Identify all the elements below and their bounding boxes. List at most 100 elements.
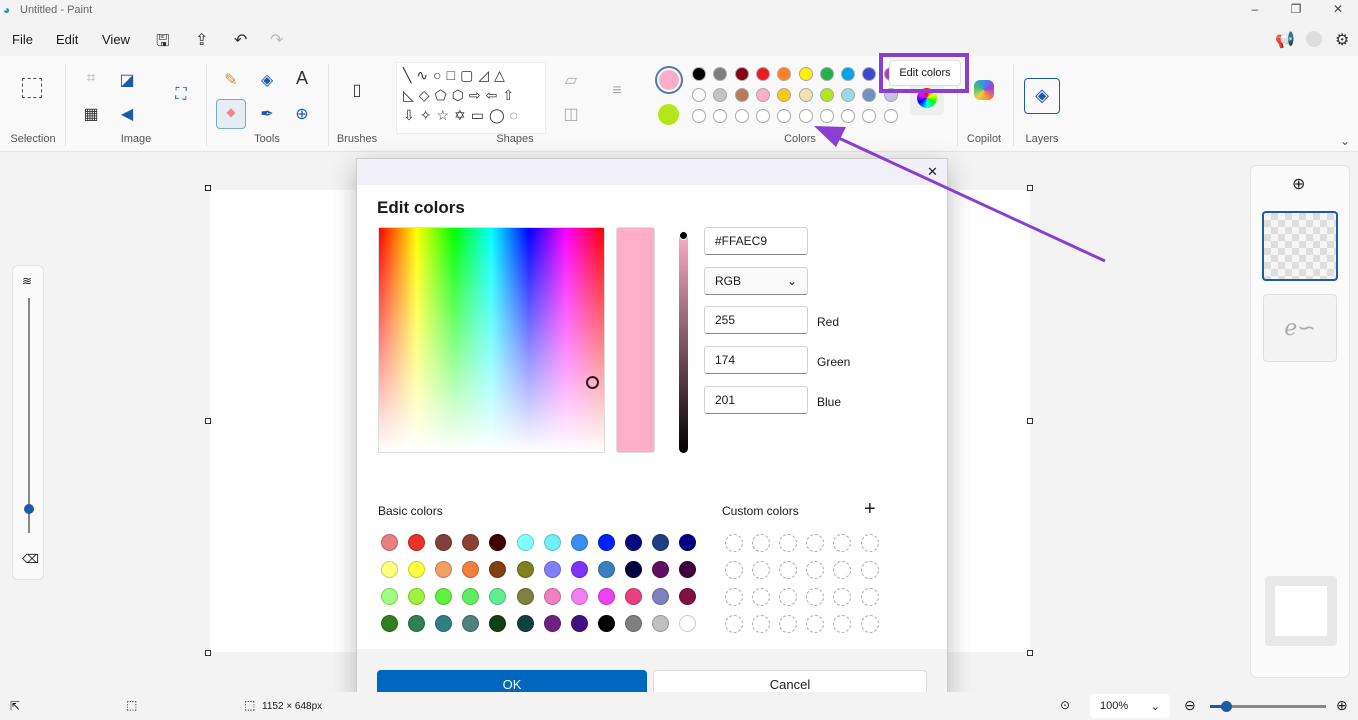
eraser-mode-icon[interactable]: ⌫ <box>22 552 39 566</box>
redo-icon[interactable]: ↷ <box>270 32 284 49</box>
color1-selector[interactable] <box>655 66 683 94</box>
custom-color-slot[interactable] <box>860 534 879 552</box>
empty-palette-slot[interactable] <box>841 109 856 123</box>
empty-palette-slot[interactable] <box>819 109 834 123</box>
zoom-slider-thumb[interactable] <box>1221 701 1232 712</box>
basic-color-swatch[interactable] <box>679 615 697 632</box>
basic-color-swatch[interactable] <box>624 561 642 578</box>
custom-color-slot[interactable] <box>752 534 771 552</box>
basic-color-swatch[interactable] <box>489 561 507 578</box>
shape-fill-icon[interactable]: ◫ <box>563 106 579 123</box>
basic-color-swatch[interactable] <box>597 588 615 605</box>
palette-swatch[interactable] <box>819 88 834 102</box>
canvas-resize-handle[interactable] <box>205 650 211 656</box>
custom-color-slot[interactable] <box>806 588 825 606</box>
empty-palette-slot[interactable] <box>692 109 706 123</box>
account-avatar[interactable] <box>1306 31 1322 47</box>
canvas-resize-handle[interactable] <box>205 185 211 191</box>
layers-button[interactable]: ◈ <box>1024 78 1060 114</box>
basic-color-swatch[interactable] <box>652 588 669 605</box>
basic-color-swatch[interactable] <box>408 561 426 578</box>
palette-swatch[interactable] <box>841 88 856 102</box>
outline-icon[interactable]: ▱ <box>564 72 578 89</box>
basic-color-swatch[interactable] <box>516 561 534 578</box>
magnifier-icon[interactable]: ⊕ <box>295 106 309 123</box>
basic-color-swatch[interactable] <box>624 588 642 605</box>
size-slider-track[interactable] <box>28 298 30 533</box>
basic-color-swatch[interactable] <box>435 534 453 551</box>
add-custom-color-button[interactable]: + <box>864 498 876 520</box>
zoom-out-icon[interactable]: ⊖ <box>1184 697 1196 713</box>
custom-color-slot[interactable] <box>860 561 879 579</box>
custom-color-slot[interactable] <box>752 615 771 633</box>
edit-colors-button[interactable] <box>910 81 944 115</box>
custom-color-slot[interactable] <box>833 534 852 552</box>
dialog-close-button[interactable]: ✕ <box>927 164 938 179</box>
custom-color-slot[interactable] <box>725 588 743 606</box>
pencil-icon[interactable]: ✎ <box>224 72 238 89</box>
basic-color-swatch[interactable] <box>652 561 669 578</box>
basic-color-swatch[interactable] <box>489 534 507 551</box>
custom-color-slot[interactable] <box>860 615 879 633</box>
basic-color-swatch[interactable] <box>408 615 426 632</box>
basic-color-swatch[interactable] <box>543 534 561 551</box>
basic-color-swatch[interactable] <box>679 534 697 551</box>
basic-color-swatch[interactable] <box>652 615 669 632</box>
fill-bucket-icon[interactable]: ◈ <box>260 72 274 89</box>
hex-input[interactable]: #FFAEC9 <box>704 227 808 255</box>
empty-palette-slot[interactable] <box>798 109 813 123</box>
menu-view[interactable]: View <box>102 32 130 47</box>
custom-color-slot[interactable] <box>806 615 825 633</box>
minimize-button[interactable]: – <box>1251 2 1259 16</box>
text-icon[interactable]: A <box>295 68 308 88</box>
palette-swatch[interactable] <box>755 88 770 102</box>
basic-color-swatch[interactable] <box>624 615 642 632</box>
basic-color-swatch[interactable] <box>408 534 426 551</box>
basic-color-swatch[interactable] <box>381 588 398 605</box>
basic-color-swatch[interactable] <box>462 561 480 578</box>
canvas-resize-handle[interactable] <box>205 418 211 424</box>
eraser-tool-button[interactable]: ◆ <box>216 99 246 129</box>
basic-color-swatch[interactable] <box>597 561 615 578</box>
basic-color-swatch[interactable] <box>462 534 480 551</box>
custom-color-slot[interactable] <box>779 588 798 606</box>
palette-swatch[interactable] <box>777 67 792 81</box>
basic-color-swatch[interactable] <box>679 561 697 578</box>
crop-icon[interactable]: ⌗ <box>86 70 96 87</box>
shapes-gallery[interactable]: ╲∿○□▢◿△ ◺◇⬠⬡⇨⇦⇧ ⇩✧☆✡▭◯◌ <box>396 62 546 134</box>
basic-color-swatch[interactable] <box>516 534 534 551</box>
basic-color-swatch[interactable] <box>516 615 534 632</box>
size-slider-thumb[interactable] <box>24 504 34 514</box>
custom-color-slot[interactable] <box>833 615 852 633</box>
basic-color-swatch[interactable] <box>652 534 669 551</box>
basic-color-swatch[interactable] <box>543 615 561 632</box>
basic-color-swatch[interactable] <box>462 588 480 605</box>
custom-color-slot[interactable] <box>779 534 798 552</box>
zoom-in-icon[interactable]: ⊕ <box>1336 697 1348 713</box>
color-spectrum[interactable] <box>378 227 605 453</box>
blue-input[interactable]: 201 <box>704 386 808 414</box>
palette-swatch[interactable] <box>819 67 834 81</box>
basic-color-swatch[interactable] <box>597 615 615 632</box>
empty-palette-slot[interactable] <box>713 109 728 123</box>
color2-selector[interactable] <box>658 104 679 125</box>
custom-color-slot[interactable] <box>752 588 771 606</box>
basic-color-swatch[interactable] <box>570 588 588 605</box>
custom-color-slot[interactable] <box>860 588 879 606</box>
save-icon[interactable]: 🖫 <box>156 33 170 50</box>
palette-swatch[interactable] <box>713 88 728 102</box>
empty-palette-slot[interactable] <box>755 109 770 123</box>
palette-swatch[interactable] <box>734 88 749 102</box>
basic-color-swatch[interactable] <box>679 588 697 605</box>
settings-gear-icon[interactable]: ⚙ <box>1335 32 1350 49</box>
remove-background-icon[interactable]: ▦ <box>83 106 99 123</box>
zoom-slider-track[interactable] <box>1210 705 1326 708</box>
basic-color-swatch[interactable] <box>435 588 453 605</box>
resize-icon[interactable]: ◪ <box>119 72 135 89</box>
copilot-icon[interactable] <box>974 80 994 100</box>
palette-swatch[interactable] <box>841 67 856 81</box>
palette-swatch[interactable] <box>862 67 877 81</box>
basic-color-swatch[interactable] <box>381 534 398 551</box>
menu-edit[interactable]: Edit <box>56 32 79 47</box>
layer-thumbnail-1[interactable] <box>1262 211 1338 281</box>
